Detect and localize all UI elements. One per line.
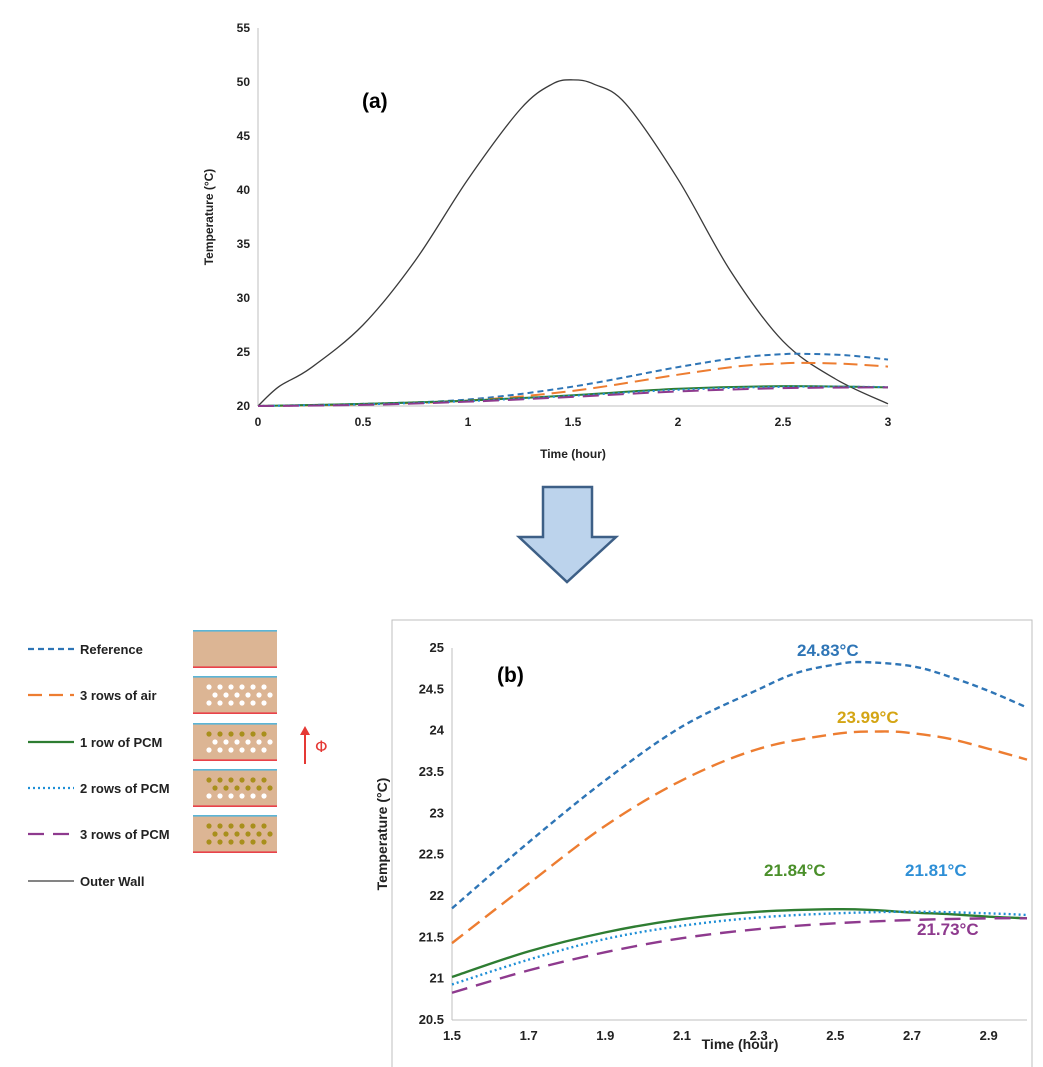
panel-a-x-tick-label: 2.5 <box>775 415 792 429</box>
panel-b-series-reference <box>451 660 1028 910</box>
panel-b-y-tick-label: 21 <box>430 971 444 986</box>
heat-flux-symbol: Φ <box>315 737 328 756</box>
heat-flux-arrow-icon <box>300 726 310 764</box>
panel-b-y-tick-label: 25 <box>430 640 444 655</box>
panel-a-y-tick-label: 40 <box>237 183 251 197</box>
panel-b-y-tick-label: 20.5 <box>419 1012 444 1027</box>
panel-b-y-ticks: 20.5 21 21.5 22 22.5 23 23.5 24 24.5 25 <box>419 640 445 1027</box>
wall-section-1-row-of-pcm-icon <box>193 722 277 762</box>
annotation-pcm1-peak: 21.84°C <box>764 861 826 880</box>
panel-a-x-tick-label: 1.5 <box>565 415 582 429</box>
legend: Reference 3 rows of air 1 row of PCM 2 rows… <box>28 629 328 889</box>
panel-b-y-tick-label: 23 <box>430 805 444 820</box>
panel-a-y-tick-label: 30 <box>237 291 251 305</box>
wall-section-3-rows-of-air-icon <box>193 675 277 715</box>
panel-b-y-tick-label: 22 <box>430 888 444 903</box>
down-arrow-icon <box>515 485 620 584</box>
annotation-air-peak: 23.99°C <box>837 708 899 727</box>
panel-b-y-tick-label: 23.5 <box>419 764 444 779</box>
panel-b-x-tick-label: 2.9 <box>980 1028 998 1043</box>
legend-label-1-row-of-pcm: 1 row of PCM <box>80 735 162 750</box>
annotation-pcm3-peak: 21.73°C <box>917 920 979 939</box>
panel-b-y-tick-label: 22.5 <box>419 847 444 862</box>
panel-b-x-tick-label: 1.7 <box>520 1028 538 1043</box>
panel-a-plot-area <box>258 28 888 406</box>
legend-label-3-rows-of-pcm: 3 rows of PCM <box>80 827 170 842</box>
panel-b-series <box>451 660 1028 994</box>
panel-b-series-1-row-of-pcm <box>451 907 1028 979</box>
panel-b-y-axis-title: Temperature (°C) <box>374 778 390 891</box>
panel-a-label: (a) <box>362 90 388 113</box>
panel-a-series-outer-wall <box>257 79 889 407</box>
panel-a-x-tick-label: 0 <box>255 415 262 429</box>
panel-a-x-tick-label: 1 <box>465 415 472 429</box>
panel-b-x-tick-label: 1.5 <box>443 1028 461 1043</box>
panel-b-x-tick-label: 2.1 <box>673 1028 691 1043</box>
panel-a-y-tick-label: 50 <box>237 75 251 89</box>
panel-b-x-tick-label: 1.9 <box>596 1028 614 1043</box>
panel-a-x-axis-title: Time (hour) <box>540 447 606 461</box>
panel-b-series-3-rows-of-pcm <box>451 916 1028 994</box>
panel-a-y-axis-title: Temperature (°C) <box>202 169 216 266</box>
panel-a-y-tick-label: 55 <box>237 21 251 35</box>
panel-a-x-ticks: 0 0.5 1 1.5 2 2.5 3 <box>255 415 892 429</box>
panel-a-x-tick-label: 0.5 <box>355 415 372 429</box>
legend-label-3-rows-of-air: 3 rows of air <box>80 688 157 703</box>
annotation-reference-peak: 24.83°C <box>797 641 859 660</box>
panel-a-y-tick-label: 20 <box>237 399 251 413</box>
legend-label-2-rows-of-pcm: 2 rows of PCM <box>80 781 170 796</box>
panel-b-label: (b) <box>497 664 524 687</box>
wall-section-2-rows-of-pcm-icon <box>193 768 277 808</box>
panel-b-x-tick-label: 2.7 <box>903 1028 921 1043</box>
panel-a-y-tick-label: 25 <box>237 345 251 359</box>
annotation-pcm2-peak: 21.81°C <box>905 861 967 880</box>
panel-b-x-axis-title: Time (hour) <box>702 1036 779 1052</box>
panel-a-x-tick-label: 3 <box>885 415 892 429</box>
panel-b-x-tick-label: 2.5 <box>826 1028 844 1043</box>
legend-label-reference: Reference <box>80 642 143 657</box>
panel-b-y-tick-label: 24 <box>430 723 445 738</box>
panel-b-y-tick-label: 24.5 <box>419 681 444 696</box>
panel-a-y-tick-label: 45 <box>237 129 251 143</box>
panel-b-x-tick-label: 2.3 <box>750 1028 768 1043</box>
panel-a-x-tick-label: 2 <box>675 415 682 429</box>
legend-label-outer-wall: Outer Wall <box>80 874 145 889</box>
panel-a-y-ticks: 20 25 30 35 40 45 50 55 <box>237 21 251 413</box>
panel-b-chart: 20.5 21 21.5 22 22.5 23 23.5 24 24.5 25 1.5 1.7 1.9… <box>374 619 1033 1067</box>
panel-b-frame <box>391 619 1033 1067</box>
wall-section-reference-icon <box>193 629 277 669</box>
panel-b-x-ticks: 1.5 1.7 1.9 2.1 2.3 2.5 2.7 2.9 <box>443 1028 998 1043</box>
panel-a-chart: 20 25 30 35 40 45 50 55 0 0.5 1 1.5 2 2.5 3 (a) Time … <box>202 21 892 461</box>
panel-a-series <box>257 79 889 407</box>
panel-b-series-3-rows-of-air <box>451 730 1028 945</box>
wall-section-3-rows-of-pcm-icon <box>193 814 277 854</box>
panel-b-y-tick-label: 21.5 <box>419 929 444 944</box>
panel-a-y-tick-label: 35 <box>237 237 251 251</box>
panel-a-series-3-rows-of-pcm <box>257 386 889 407</box>
